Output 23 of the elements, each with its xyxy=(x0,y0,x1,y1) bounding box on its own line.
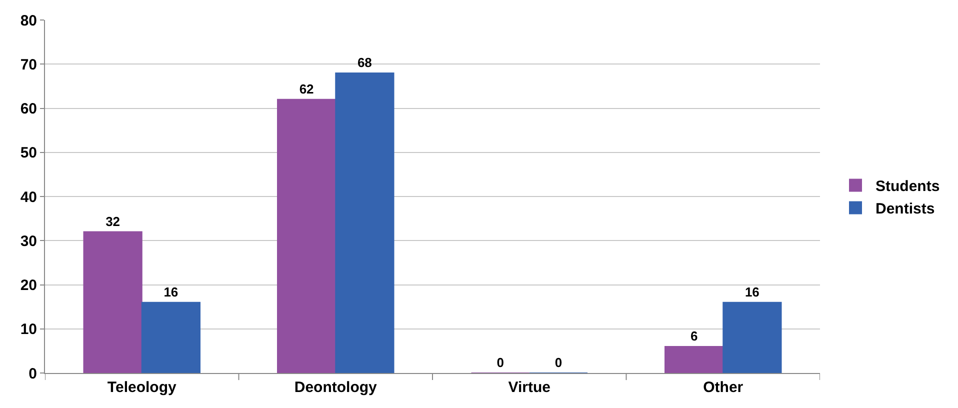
data-label: 16 xyxy=(164,284,178,300)
data-label: 16 xyxy=(744,284,760,300)
x-tick-label: Deontology xyxy=(294,379,378,396)
x-tick-label: Teleology xyxy=(107,379,177,396)
data-label: 0 xyxy=(554,355,562,370)
x-tick-label: Other xyxy=(703,379,744,396)
y-tick-label: 80 xyxy=(20,12,37,30)
legend-label: Dentists xyxy=(876,200,935,218)
data-label: 68 xyxy=(357,54,372,70)
y-tick-label: 70 xyxy=(20,56,37,74)
y-tick-label: 30 xyxy=(20,232,37,250)
y-tick-label: 40 xyxy=(20,188,37,206)
y-tick-label: 50 xyxy=(20,144,37,162)
y-tick-label: 0 xyxy=(28,365,37,382)
data-label: 0 xyxy=(496,355,504,370)
data-label: 32 xyxy=(106,214,120,229)
x-tick-label: Virtue xyxy=(508,379,551,396)
y-tick-label: 10 xyxy=(20,321,37,338)
y-tick-label: 20 xyxy=(20,277,37,294)
data-label: 62 xyxy=(299,81,314,96)
y-tick-label: 60 xyxy=(20,100,37,118)
legend-label: Students xyxy=(876,178,940,196)
data-label: 6 xyxy=(690,328,698,344)
